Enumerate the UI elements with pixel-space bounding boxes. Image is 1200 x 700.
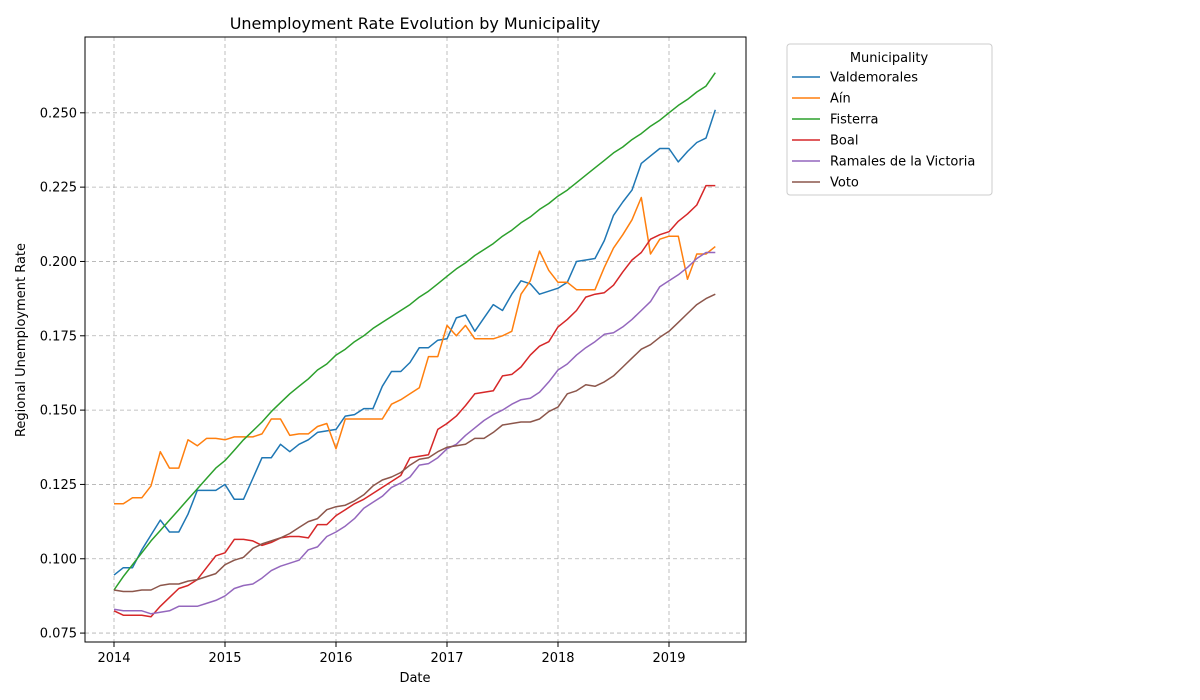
- x-axis: 2014 2015 2016 2017 2018 2019: [97, 642, 686, 666]
- series-line-ramales-de-la-victoria: [113, 251, 716, 615]
- x-axis-label: Date: [399, 671, 430, 686]
- legend-title: Municipality: [850, 51, 929, 66]
- legend: Municipality Valdemorales Aín Fisterra Boal…: [786, 43, 993, 196]
- chart-title: Unemployment Rate Evolution by Municipal…: [230, 14, 601, 33]
- legend-label: Voto: [830, 176, 859, 191]
- x-tick-label: 2016: [319, 651, 352, 666]
- y-tick-label: 0.075: [40, 627, 77, 642]
- series-line-voto: [113, 293, 716, 593]
- x-tick-label: 2014: [97, 651, 130, 666]
- y-tick-label: 0.200: [40, 255, 77, 270]
- legend-label: Valdemorales: [830, 71, 918, 86]
- y-tick-label: 0.125: [40, 478, 77, 493]
- series-line-fisterra: [113, 72, 716, 591]
- series-line-valdemorales: [113, 109, 717, 576]
- legend-label: Aín: [830, 92, 851, 107]
- x-tick-label: 2015: [208, 651, 241, 666]
- x-tick-label: 2019: [652, 651, 685, 666]
- series-line-a-n: [114, 196, 716, 505]
- y-tick-label: 0.225: [40, 181, 77, 196]
- legend-box: [786, 43, 993, 196]
- y-tick-label: 0.150: [40, 404, 77, 419]
- x-tick-label: 2018: [541, 651, 574, 666]
- legend-label: Fisterra: [830, 113, 878, 128]
- legend-label: Ramales de la Victoria: [830, 155, 975, 170]
- y-tick-label: 0.175: [40, 329, 77, 344]
- y-tick-label: 0.100: [40, 552, 77, 567]
- y-tick-label: 0.250: [40, 106, 77, 121]
- legend-entries: Valdemorales Aín Fisterra Boal Ramales de la…: [792, 71, 975, 191]
- y-axis: 0.075 0.100 0.125 0.150 0.175 0.200 0.225 0.250: [40, 106, 85, 642]
- series-line-boal: [113, 184, 716, 618]
- legend-label: Boal: [830, 134, 858, 149]
- y-axis-label: Regional Unemployment Rate: [14, 243, 29, 437]
- grid-lines: [85, 37, 746, 642]
- x-tick-label: 2017: [430, 651, 463, 666]
- plot-area-frame: [84, 36, 747, 643]
- series-lines: [113, 72, 717, 618]
